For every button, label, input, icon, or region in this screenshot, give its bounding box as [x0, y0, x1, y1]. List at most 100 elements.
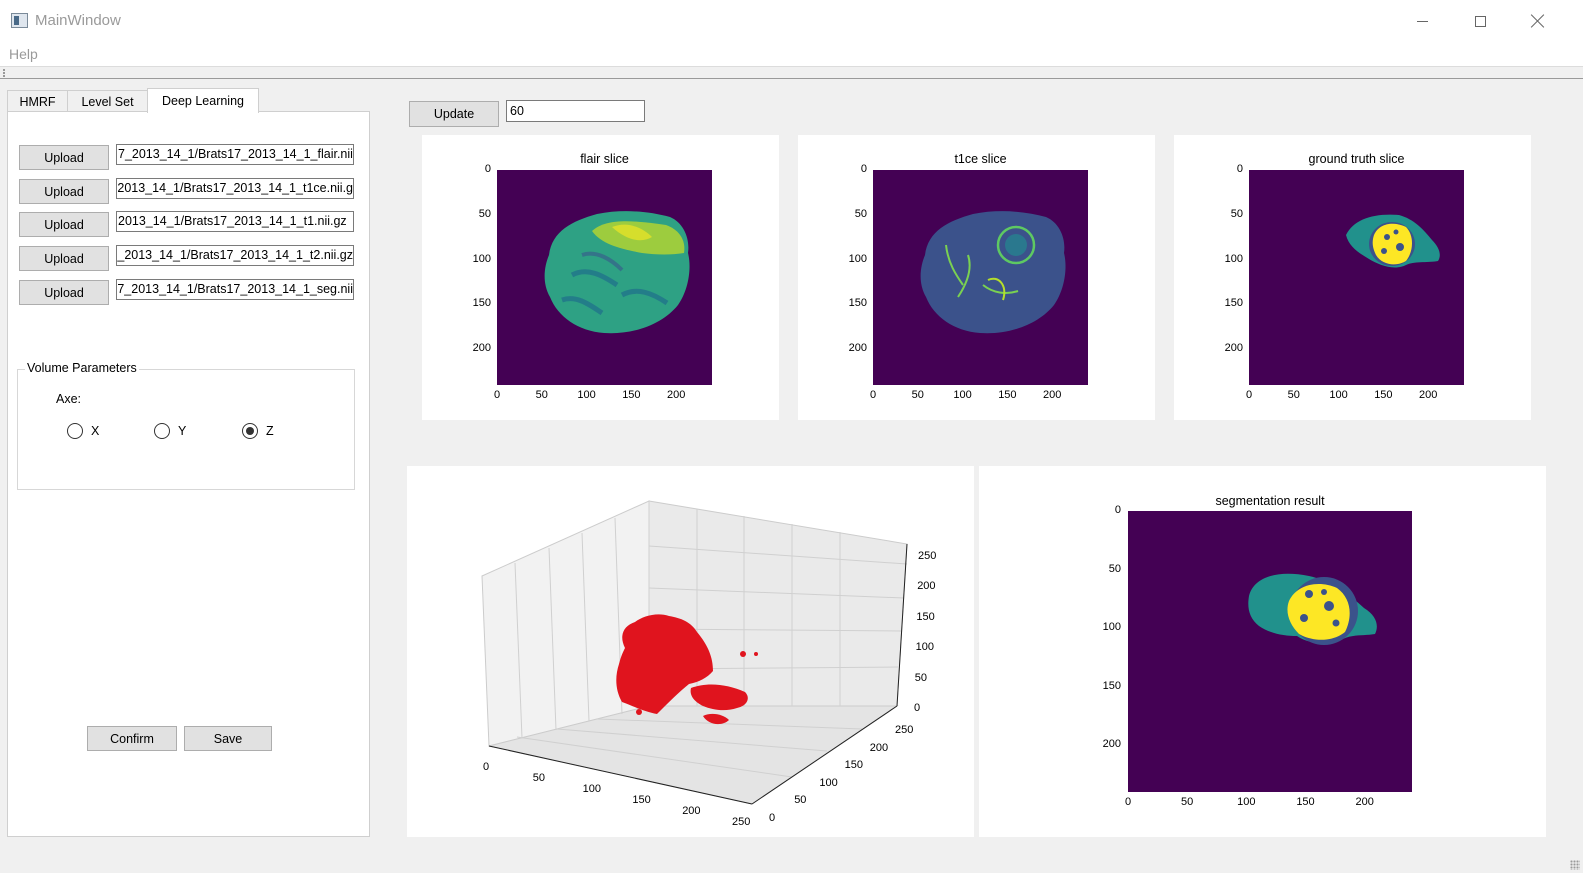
tab-deep-learning[interactable]: Deep Learning: [147, 88, 259, 113]
maximize-button[interactable]: [1457, 0, 1503, 42]
x-tick-label: 50: [535, 389, 548, 401]
path-text: 7_2013_14_1/Brats17_2013_14_1_seg.nii: [117, 282, 353, 296]
y-tick-label: 100: [1224, 252, 1243, 265]
path-text: 2013_14_1/Brats17_2013_14_1_t1ce.nii.g: [117, 181, 353, 195]
radio-label: Y: [178, 424, 187, 438]
axe-label: Axe:: [56, 392, 82, 406]
x-tick-label: 200: [666, 389, 686, 401]
radio-circle-icon: [67, 423, 83, 439]
button-label: Upload: [44, 285, 84, 300]
flair-path-field[interactable]: 7_2013_14_1/Brats17_2013_14_1_flair.nii: [116, 144, 354, 165]
upload-t1-button[interactable]: Upload: [19, 212, 109, 237]
title-bar: MainWindow: [0, 0, 1583, 42]
close-icon: [1531, 14, 1545, 28]
group-title: Volume Parameters: [25, 361, 139, 375]
app-icon: [11, 13, 28, 28]
tab-level-set[interactable]: Level Set: [67, 90, 148, 113]
seg-path-field[interactable]: 7_2013_14_1/Brats17_2013_14_1_seg.nii: [116, 279, 354, 300]
y-tick-label: 50: [854, 207, 867, 220]
save-button[interactable]: Save: [184, 726, 272, 751]
tab-hmrf[interactable]: HMRF: [7, 90, 68, 113]
plot-title: flair slice: [580, 152, 629, 166]
minimize-button[interactable]: [1399, 0, 1445, 42]
x-tick-label: 200: [682, 805, 701, 817]
y-tick-label: 250: [895, 724, 914, 736]
menu-help[interactable]: Help: [9, 46, 38, 62]
upload-t1ce-button[interactable]: Upload: [19, 179, 109, 204]
radio-selected-dot: [246, 427, 254, 435]
y-tick-label: 100: [819, 776, 838, 789]
y-tick-label: 150: [1224, 297, 1243, 310]
x-tick-label: 0: [1245, 389, 1253, 401]
radio-axis-x[interactable]: X: [67, 423, 99, 439]
radio-circle-icon: [154, 423, 170, 439]
slice-index-input[interactable]: 60: [506, 100, 645, 122]
plot-title: ground truth slice: [1308, 152, 1405, 166]
y-tick-label: 50: [1108, 562, 1121, 575]
x-tick-label: 150: [1374, 389, 1393, 401]
x-tick-label: 50: [1287, 389, 1300, 401]
ground-truth-image: [1249, 170, 1464, 385]
t1-path-field[interactable]: 2013_14_1/Brats17_2013_14_1_t1.nii.gz: [116, 211, 354, 232]
upload-flair-button[interactable]: Upload: [19, 145, 109, 170]
x-tick-label: 250: [732, 816, 751, 828]
z-tick-label: 100: [915, 641, 934, 654]
t2-path-field[interactable]: _2013_14_1/Brats17_2013_14_1_t2.nii.gz: [116, 245, 354, 266]
close-button[interactable]: [1515, 0, 1561, 42]
x-tick-label: 100: [582, 783, 601, 795]
x-tick-label: 50: [532, 772, 546, 784]
z-tick-label: 50: [914, 671, 928, 684]
button-label: Upload: [44, 150, 84, 165]
plot-title: segmentation result: [1215, 494, 1325, 508]
button-label: Upload: [44, 251, 84, 266]
z-tick-label: 200: [917, 580, 936, 593]
x-tick-label: 150: [632, 794, 651, 806]
x-tick-label: 150: [622, 389, 641, 401]
x-tick-label: 50: [1181, 796, 1194, 808]
z-tick-label: 250: [918, 550, 937, 562]
plot-title: t1ce slice: [954, 152, 1007, 166]
radio-axis-y[interactable]: Y: [154, 423, 186, 439]
y-tick-label: 100: [1102, 621, 1121, 634]
x-tick-label: 200: [1418, 389, 1438, 401]
y-tick-label: 50: [794, 794, 807, 807]
y-tick-label: 200: [869, 741, 889, 754]
y-tick-label: 0: [769, 812, 776, 824]
flair-image: [497, 170, 712, 385]
button-label: Upload: [44, 184, 84, 199]
upload-seg-button[interactable]: Upload: [19, 280, 109, 305]
maximize-icon: [1474, 15, 1486, 27]
flair-plot-card: flair slice 0 50 100 150 200 0 50 100 150 200: [422, 135, 779, 420]
x-tick-label: 0: [483, 761, 490, 773]
t1ce-plot-card: t1ce slice 0 50 100 150 200 0 50 100 150 200: [798, 135, 1155, 420]
x-tick-label: 200: [1042, 389, 1062, 401]
toolbar-grip-icon[interactable]: [3, 69, 5, 77]
x-tick-label: 150: [998, 389, 1017, 401]
radio-axis-z[interactable]: Z: [242, 423, 274, 439]
radio-circle-icon: [242, 423, 258, 439]
segmentation-plot-card: segmentation result 0 50 100 150 200 0 50 100 15…: [979, 466, 1546, 837]
y-tick-label: 150: [472, 297, 491, 310]
volume-parameters-group: Volume Parameters Axe: X Y Z: [17, 361, 355, 490]
upload-t2-button[interactable]: Upload: [19, 246, 109, 271]
path-text: 7_2013_14_1/Brats17_2013_14_1_flair.nii: [118, 147, 353, 161]
segmentation-image: [1128, 511, 1412, 792]
x-tick-label: 150: [1296, 796, 1315, 808]
x-tick-label: 100: [1237, 796, 1256, 808]
y-tick-label: 200: [1102, 738, 1121, 751]
x-tick-label: 50: [911, 389, 924, 401]
y-tick-label: 200: [472, 342, 491, 355]
3d-plot-card: 0 50 100 150 200 250 0 50 100 150 200 250 0 50 100 150 2…: [407, 466, 974, 837]
t1ce-image: [873, 170, 1088, 385]
x-tick-label: 0: [493, 389, 501, 401]
menu-bar: Help: [0, 42, 1583, 66]
update-button[interactable]: Update: [409, 101, 499, 127]
y-tick-label: 0: [1236, 163, 1243, 175]
x-tick-label: 200: [1355, 796, 1374, 808]
confirm-button[interactable]: Confirm: [87, 726, 177, 751]
t1ce-path-field[interactable]: 2013_14_1/Brats17_2013_14_1_t1ce.nii.g: [116, 178, 354, 199]
tab-label: HMRF: [19, 95, 56, 109]
y-tick-label: 50: [478, 207, 491, 220]
resize-grip-icon[interactable]: [1570, 860, 1580, 870]
toolbar-strip: [0, 66, 1583, 79]
